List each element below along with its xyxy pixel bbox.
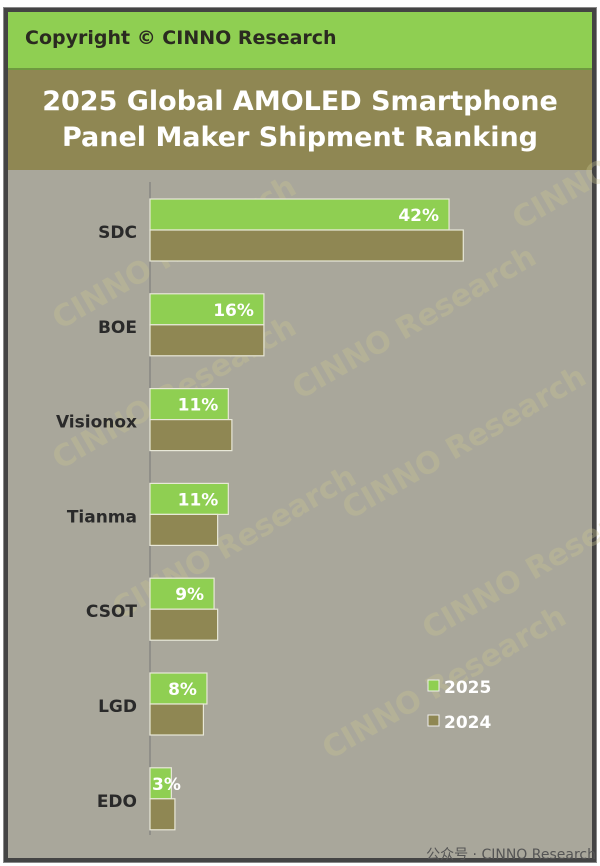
data-label: 11% [178, 396, 219, 416]
bar-2024 [149, 798, 176, 831]
data-label: 11% [178, 490, 219, 510]
data-label: 8% [168, 680, 197, 700]
watermark: CINNO Research [337, 359, 593, 527]
copyright-banner: Copyright © CINNO Research [8, 12, 592, 70]
chart-title: 2025 Global AMOLED Smartphone Panel Make… [8, 70, 592, 170]
category-label: LGD [98, 697, 137, 717]
footer-source: 公众号 · CINNO Research [426, 847, 596, 863]
data-label: 16% [213, 301, 254, 321]
category-label: Tianma [67, 507, 137, 527]
bar-2025 [149, 482, 229, 515]
category-label: Visionox [56, 413, 137, 433]
bar-2025 [149, 388, 229, 421]
bar-2025 [149, 672, 208, 705]
bar-2025 [149, 293, 265, 326]
watermark: CINNO Research [287, 239, 543, 407]
bar-2024 [149, 324, 265, 357]
bar-2024 [149, 608, 219, 641]
data-label: 3% [152, 775, 181, 795]
category-label: EDO [97, 792, 137, 812]
legend-label: 2024 [444, 713, 491, 733]
legend-swatch-2024 [427, 714, 440, 727]
legend-label: 2025 [444, 678, 491, 698]
chart-frame: Copyright © CINNO Research 2025 Global A… [4, 8, 596, 862]
bar-2024 [149, 419, 233, 452]
bar-2024 [149, 703, 205, 736]
data-label: 9% [175, 585, 204, 605]
bar-2025 [149, 198, 450, 231]
category-label: SDC [98, 223, 137, 243]
watermark: CINNO Research [507, 69, 600, 237]
bar-2025 [149, 577, 215, 610]
data-label: 42% [398, 206, 439, 226]
watermark: CINNO Research [417, 479, 600, 647]
category-label: CSOT [86, 602, 137, 622]
legend-swatch-2025 [427, 679, 440, 692]
bar-2024 [149, 229, 464, 262]
copyright-text: Copyright © CINNO Research [25, 27, 337, 49]
bar-2024 [149, 513, 219, 547]
watermark: CINNO Research [107, 459, 363, 627]
category-label: BOE [98, 318, 137, 338]
